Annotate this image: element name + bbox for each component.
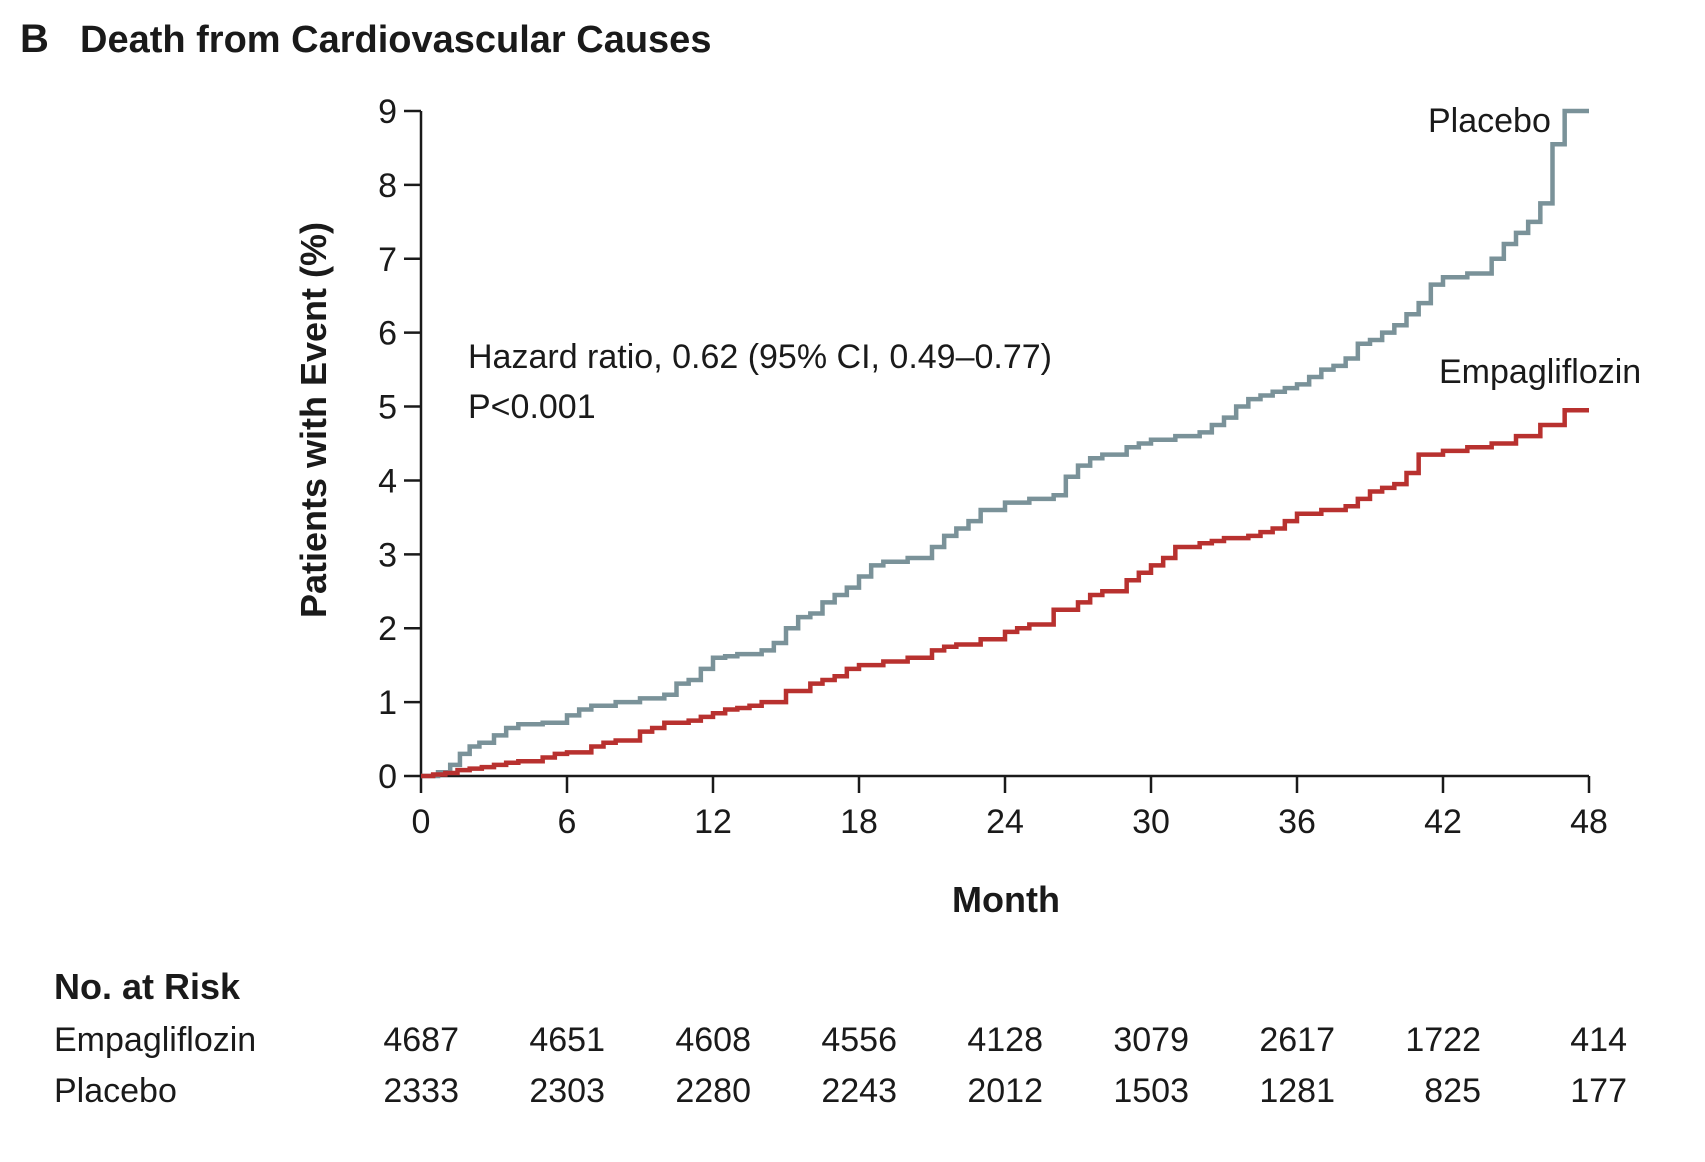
y-tick-label: 4 — [378, 462, 397, 500]
x-tick-label: 6 — [558, 803, 577, 841]
x-tick-label: 30 — [1132, 803, 1170, 841]
p-value-annotation: P<0.001 — [468, 388, 596, 426]
risk-cell: 2617 — [1259, 1021, 1335, 1059]
y-tick-label: 2 — [378, 610, 397, 648]
hazard-ratio-annotation: Hazard ratio, 0.62 (95% CI, 0.49–0.77) — [468, 338, 1052, 376]
risk-cell: 3079 — [1113, 1021, 1189, 1059]
risk-cell: 2333 — [383, 1072, 459, 1110]
y-tick-label: 3 — [378, 536, 397, 574]
risk-table-values: 4687 4651 4608 4556 4128 3079 2617 1722 414 2333 2… — [383, 1021, 1627, 1110]
series-label-placebo: Placebo — [1428, 102, 1551, 140]
risk-cell: 4128 — [967, 1021, 1043, 1059]
risk-cell: 4608 — [675, 1021, 751, 1059]
x-tick-label: 12 — [694, 803, 732, 841]
panel-title: Death from Cardiovascular Causes — [80, 19, 711, 61]
x-tick-label: 24 — [986, 803, 1024, 841]
series-line-empagliflozin — [421, 408, 1589, 779]
risk-cell: 2243 — [821, 1072, 897, 1110]
x-tick-label: 48 — [1570, 803, 1608, 841]
risk-row-label-placebo: Placebo — [54, 1072, 177, 1110]
risk-cell: 177 — [1570, 1072, 1627, 1110]
risk-cell: 2280 — [675, 1072, 751, 1110]
x-axis-title: Month — [952, 879, 1060, 920]
risk-table-header: No. at Risk — [54, 966, 241, 1007]
x-tick-label: 0 — [412, 803, 431, 841]
risk-cell: 2303 — [529, 1072, 605, 1110]
series-label-empagliflozin: Empagliflozin — [1439, 353, 1641, 391]
y-tick-label: 8 — [378, 167, 397, 205]
risk-cell: 825 — [1424, 1072, 1481, 1110]
series-layer — [421, 108, 1589, 779]
risk-cell: 1722 — [1405, 1021, 1481, 1059]
risk-cell: 1503 — [1113, 1072, 1189, 1110]
risk-cell: 414 — [1570, 1021, 1627, 1059]
x-tick-label: 42 — [1424, 803, 1462, 841]
risk-cell: 4556 — [821, 1021, 897, 1059]
y-tick-label: 1 — [378, 684, 397, 722]
risk-cell: 2012 — [967, 1072, 1043, 1110]
risk-cell: 4651 — [529, 1021, 605, 1059]
y-tick-label: 6 — [378, 315, 397, 353]
y-tick-label: 9 — [378, 93, 397, 131]
y-tick-label: 0 — [378, 758, 397, 796]
series-line-placebo — [421, 108, 1589, 779]
x-tick-label: 18 — [840, 803, 878, 841]
x-tick-label: 36 — [1278, 803, 1316, 841]
risk-cell: 1281 — [1259, 1072, 1335, 1110]
risk-row-label-empagliflozin: Empagliflozin — [54, 1021, 256, 1059]
risk-cell: 4687 — [383, 1021, 459, 1059]
y-tick-label: 5 — [378, 389, 397, 427]
y-tick-label: 7 — [378, 241, 397, 279]
y-axis-title: Patients with Event (%) — [293, 222, 334, 618]
panel-letter: B — [20, 17, 49, 61]
